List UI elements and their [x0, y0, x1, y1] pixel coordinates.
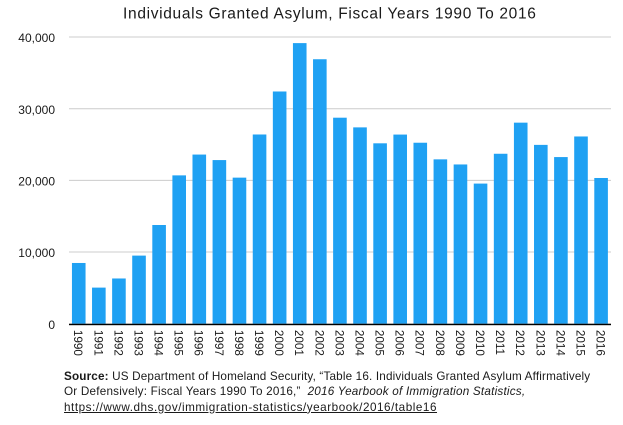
svg-text:2012: 2012	[513, 330, 526, 356]
svg-text:2005: 2005	[373, 330, 386, 357]
svg-text:2011: 2011	[493, 330, 506, 355]
svg-text:1997: 1997	[212, 330, 225, 356]
svg-text:2015: 2015	[573, 330, 586, 357]
svg-text:1992: 1992	[111, 330, 124, 356]
svg-text:2010: 2010	[473, 330, 486, 357]
svg-text:1999: 1999	[252, 330, 265, 356]
svg-text:2013: 2013	[533, 330, 546, 356]
svg-text:1990: 1990	[71, 330, 84, 357]
svg-text:1996: 1996	[192, 330, 205, 356]
svg-text:30,000: 30,000	[18, 103, 55, 117]
svg-text:2008: 2008	[433, 330, 446, 356]
svg-text:2009: 2009	[453, 330, 466, 356]
svg-text:2007: 2007	[413, 330, 426, 356]
svg-text:2001: 2001	[292, 330, 305, 356]
svg-text:2003: 2003	[332, 330, 345, 356]
svg-text:2002: 2002	[312, 330, 325, 356]
svg-text:20,000: 20,000	[18, 175, 55, 189]
svg-text:1995: 1995	[172, 330, 185, 357]
svg-text:10,000: 10,000	[18, 246, 55, 260]
svg-text:0: 0	[48, 318, 55, 332]
svg-text:1998: 1998	[232, 330, 245, 356]
svg-text:1993: 1993	[131, 330, 144, 356]
svg-text:1994: 1994	[152, 330, 165, 357]
svg-text:2000: 2000	[272, 330, 285, 357]
svg-text:2016: 2016	[594, 330, 607, 356]
svg-text:2014: 2014	[553, 330, 566, 357]
svg-text:Individuals Granted Asylum, Fi: Individuals Granted Asylum, Fiscal Years…	[123, 5, 536, 22]
svg-text:2006: 2006	[393, 330, 406, 356]
svg-text:2004: 2004	[352, 330, 365, 357]
svg-text:1991: 1991	[91, 330, 104, 356]
svg-text:40,000: 40,000	[18, 31, 55, 45]
